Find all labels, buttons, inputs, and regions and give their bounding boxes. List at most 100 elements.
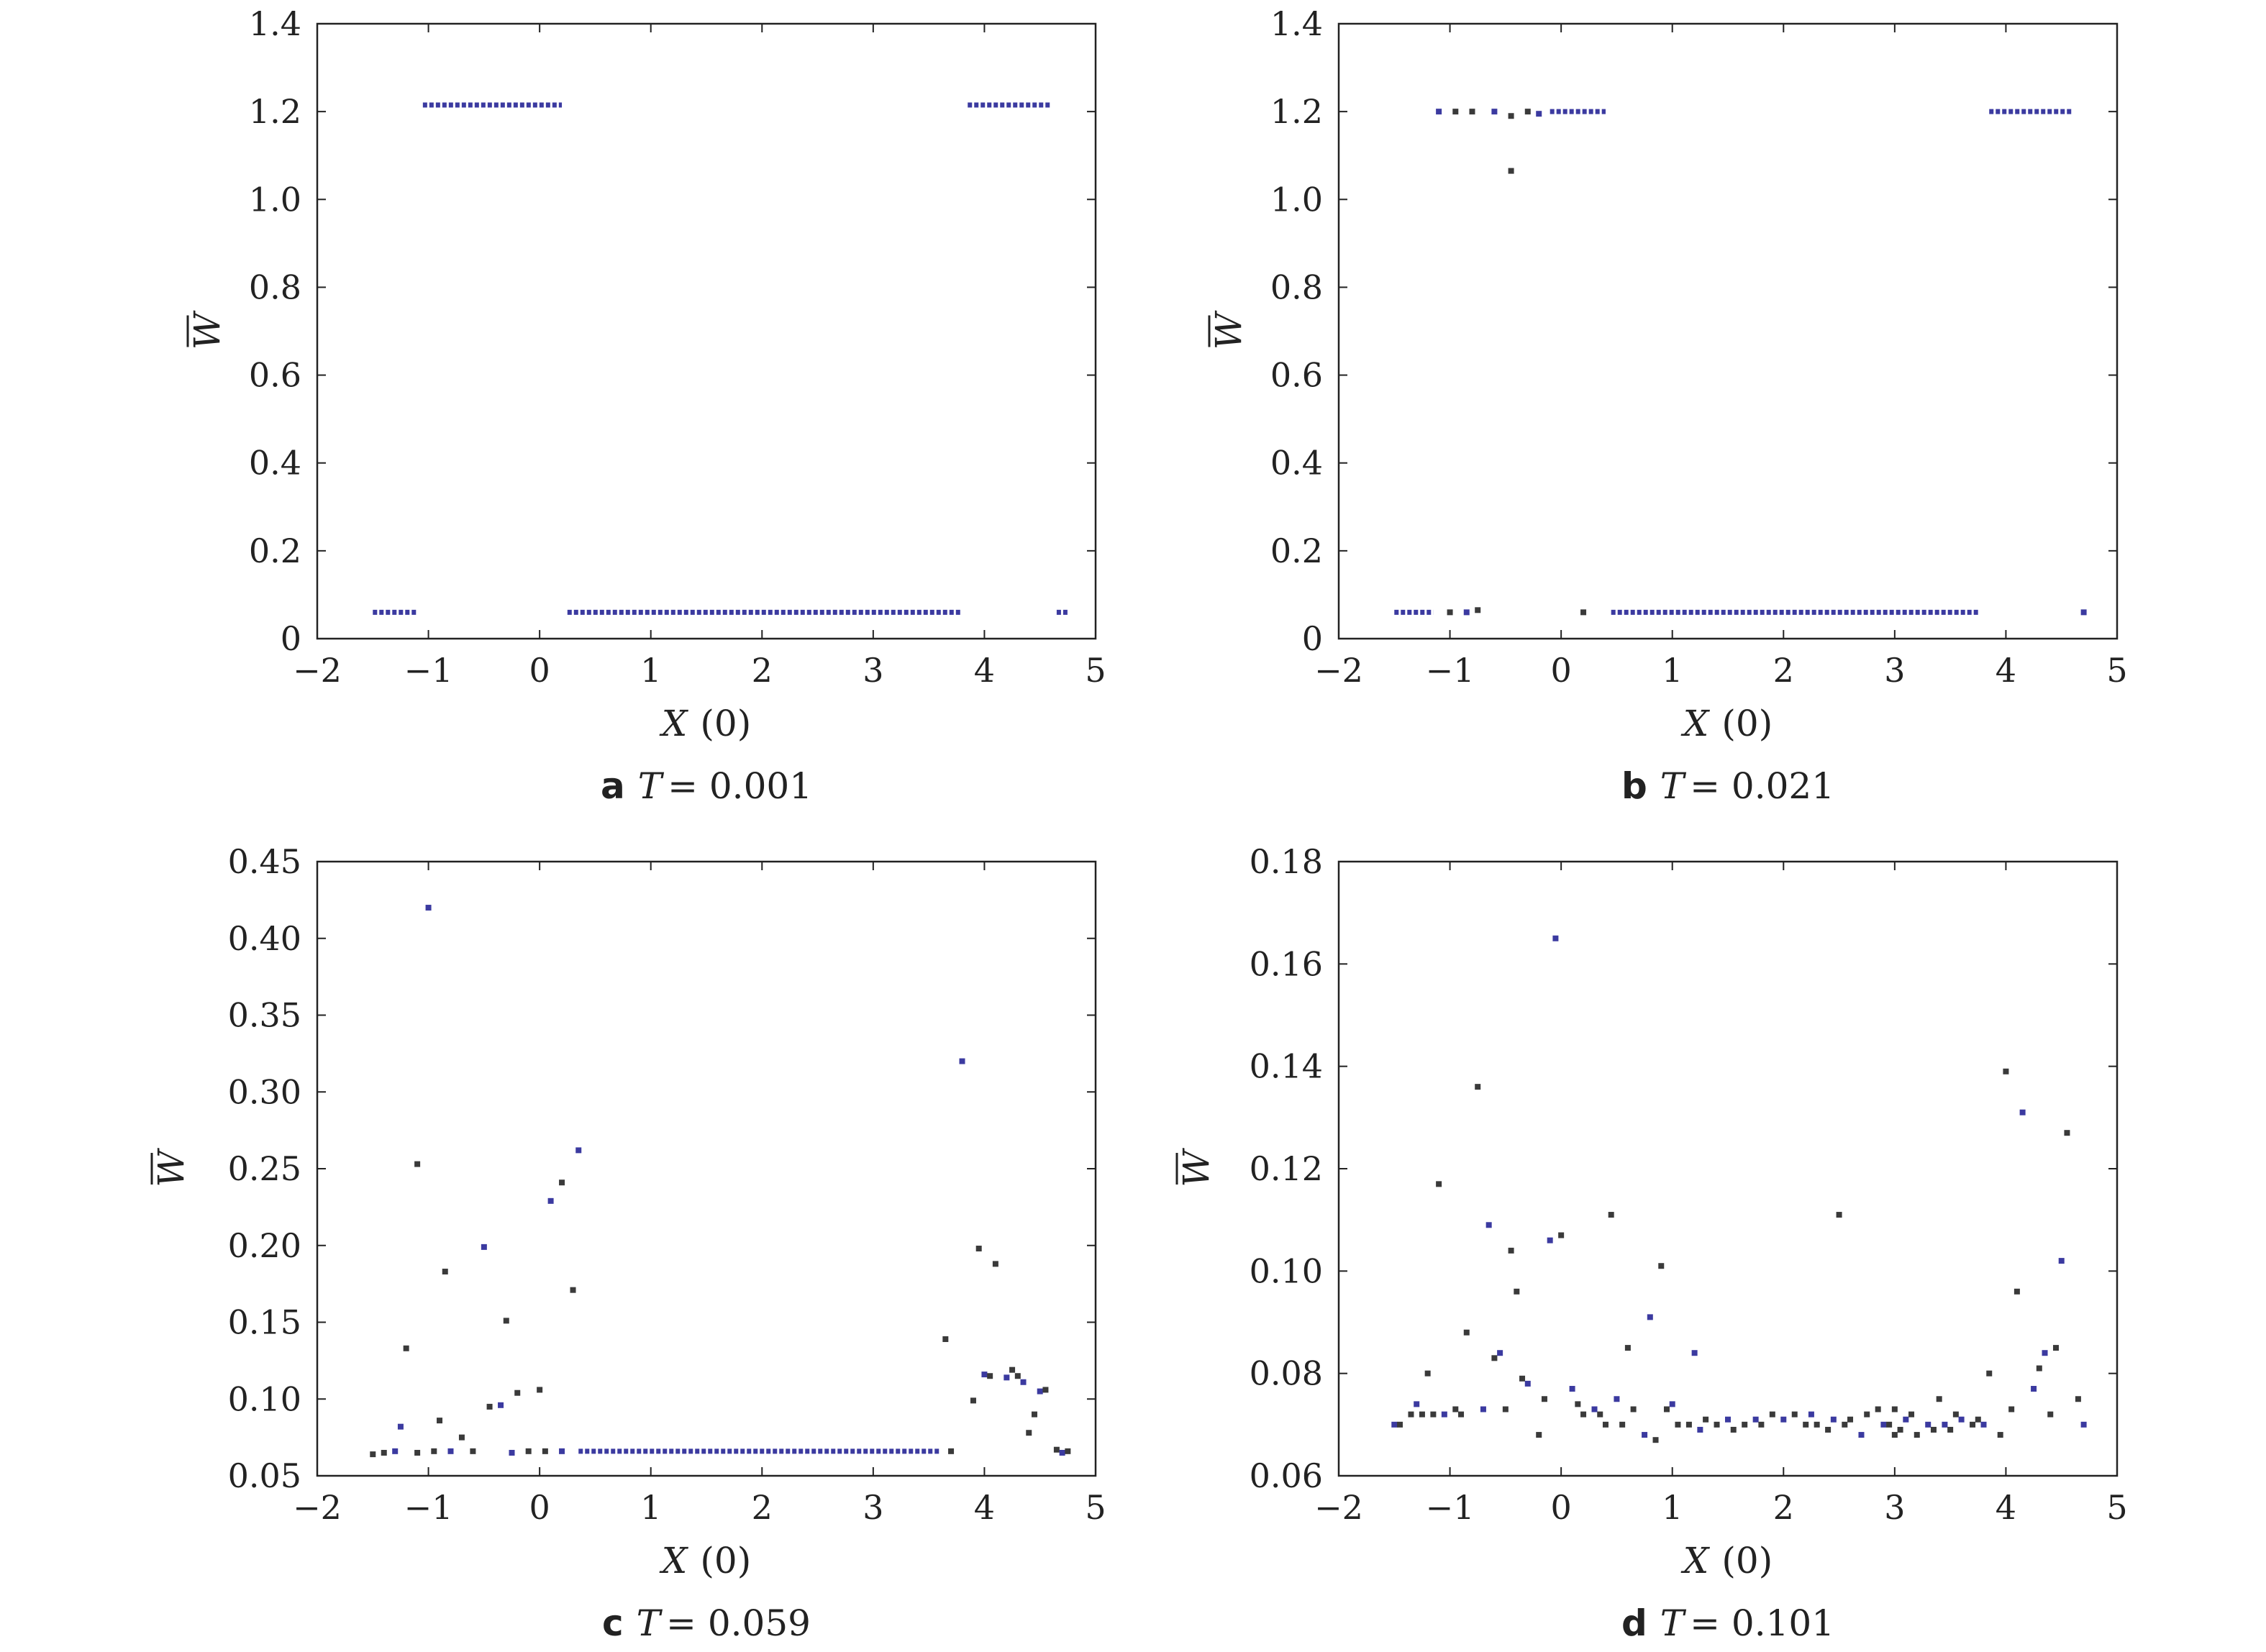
data-point [1758,1421,1765,1428]
data-point [1825,1426,1832,1433]
caption-param: T [638,765,665,807]
x-tick-label: 5 [2106,651,2127,690]
data-point [1936,1396,1942,1402]
data-point [1930,1426,1937,1433]
data-point [1602,1421,1609,1428]
data-point [959,1058,965,1064]
data-point [1652,1437,1659,1443]
data-point [1685,1421,1692,1428]
x-tick-label: 0 [1551,651,1572,690]
y-tick-label: 0.2 [249,531,301,570]
data-point [1569,1386,1575,1392]
data-point [1903,1416,1909,1423]
x-tick-label: 4 [974,651,995,690]
data-point [437,1418,443,1424]
data-point [1970,1421,1976,1428]
caption-value: = 0.059 [666,1602,811,1644]
data-point [2036,1365,2042,1372]
caption-letter: c [602,1602,624,1644]
y-axis-label-text: W [186,310,228,350]
chart-panel-a: −2 −1 0 1 2 3 4 5 0 0.2 0.4 0.6 0.8 1.0 1.2 1.4 W X (0) a T =… [186,4,1106,807]
data-point [559,1448,565,1454]
data-point [525,1448,532,1454]
data-point [381,1449,387,1456]
data-point [2080,609,2087,616]
data-point [2047,1411,2054,1418]
x-tick-label: −1 [404,1488,453,1527]
data-point [1463,1329,1470,1336]
data-point [1497,1350,1503,1356]
x-tick-label: −1 [1426,1488,1475,1527]
data-point [2080,1421,2087,1428]
data-point [370,1451,376,1458]
plot-frame [316,860,1097,1477]
data-point [1475,1084,1481,1090]
data-point [1947,1426,1954,1433]
x-tick-label: −2 [1314,651,1363,690]
x-tick-label: 4 [1996,651,2016,690]
data-point [1780,1416,1787,1423]
y-tick-label: 1.0 [249,180,301,219]
data-point [1630,1406,1637,1413]
data-point [414,1161,421,1167]
data-point [1642,1432,1648,1438]
panel-caption: c T = 0.059 [602,1602,811,1644]
data-point [1491,1355,1498,1361]
data-point [1880,1421,1887,1428]
x-axis-label: X (0) [1680,1540,1773,1582]
data-point [431,1448,437,1454]
data-point [1547,1237,1553,1243]
x-axis-label-arg: (0) [700,703,751,744]
data-point [1619,1421,1626,1428]
x-tick-label: 1 [1662,1488,1683,1527]
caption-letter: b [1621,765,1647,807]
data-point [1769,1411,1775,1418]
y-tick-label: 0.20 [228,1226,301,1265]
data-point [1026,1430,1032,1436]
data-point [1430,1411,1437,1418]
y-tick-label: 0.16 [1250,944,1323,983]
data-point [2014,1288,2020,1295]
data-point [498,1402,504,1408]
x-tick-label: 2 [1773,651,1794,690]
data-point [1725,1416,1731,1423]
data-point [1536,111,1542,117]
data-point [1436,109,1442,115]
y-tick-label: 0.4 [249,444,301,483]
data-point [1463,609,1470,616]
data-point [1424,1370,1431,1377]
data-point [392,1448,399,1454]
data-point [1414,1401,1420,1407]
data-point [1814,1421,1820,1428]
data-point [1697,1426,1703,1433]
data-point [942,1336,949,1342]
x-tick-label: 0 [529,651,550,690]
data-point [2031,1386,2037,1392]
data-point [1452,1406,1459,1413]
y-tick-label: 0.05 [228,1456,301,1495]
y-tick-label: 0.18 [1250,842,1323,881]
y-tick-label: 0.8 [249,268,301,306]
data-point [1714,1421,1720,1428]
data-point [1447,609,1453,616]
y-tick-label: 0.45 [228,842,301,881]
data-point [514,1389,521,1396]
data-point [403,1345,409,1351]
data-point [1524,109,1531,115]
data-point [1575,1401,1581,1407]
data-point [1752,1416,1759,1423]
data-point [1942,1421,1948,1428]
data-point [1830,1416,1837,1423]
x-tick-label: 0 [529,1488,550,1527]
data-point [1669,1401,1675,1407]
data-point [948,1448,955,1454]
data-point [1891,1406,1898,1413]
x-tick-label: 5 [2106,1488,2127,1527]
data-point [1519,1375,1526,1382]
data-point [414,1449,421,1456]
x-axis-label: X (0) [1680,703,1773,744]
data-point [1397,1421,1403,1428]
data-point [1980,1421,1987,1428]
data-point [2052,1345,2059,1351]
data-point [1803,1421,1809,1428]
